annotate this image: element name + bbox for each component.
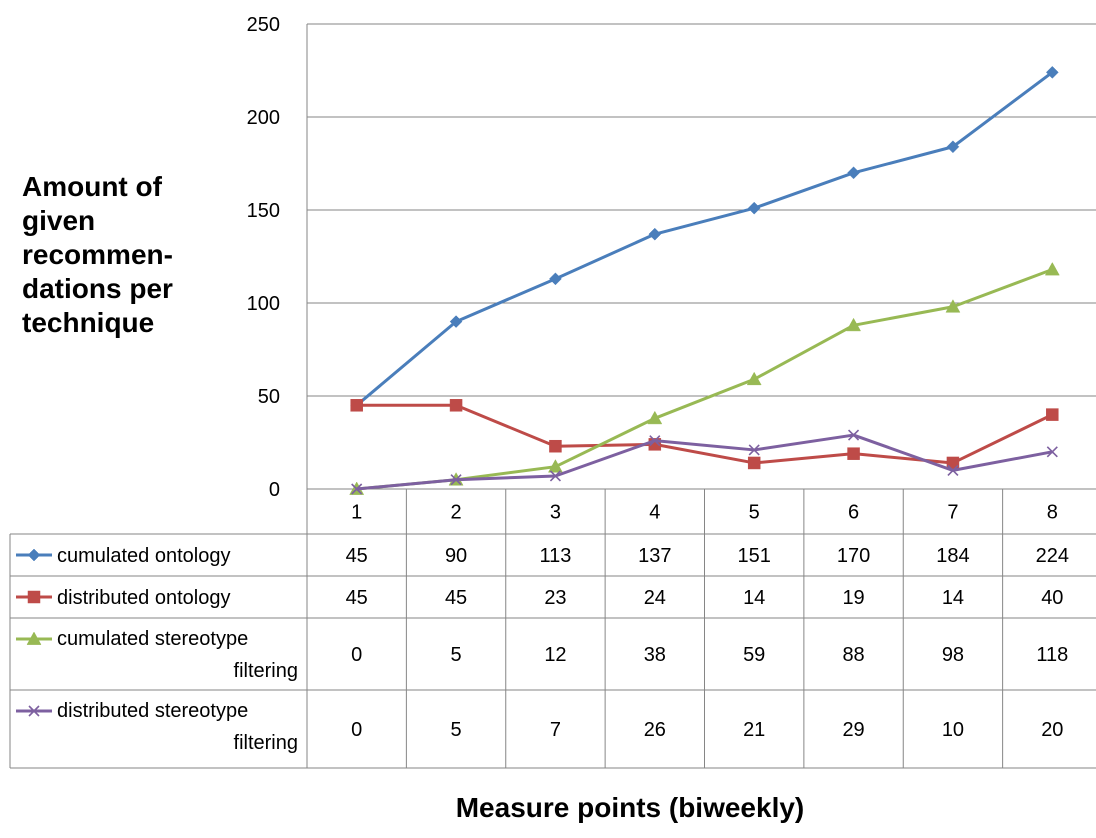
table-value: 90 — [445, 545, 467, 567]
x-tick-label: 5 — [749, 502, 760, 524]
x-tick-label: 6 — [848, 502, 859, 524]
table-value: 24 — [644, 587, 666, 609]
data-point — [847, 429, 860, 441]
data-point — [649, 435, 661, 447]
data-point — [549, 439, 562, 453]
data-point — [945, 299, 961, 313]
x-axis-label: Measure points (biweekly) — [455, 792, 805, 823]
data-point — [747, 456, 761, 470]
data-point — [549, 470, 562, 482]
table-value: 14 — [942, 587, 964, 609]
legend-label: filtering — [234, 660, 298, 682]
data-point — [548, 459, 563, 473]
data-point — [847, 447, 860, 460]
table-value: 0 — [351, 644, 362, 666]
table-value: 151 — [738, 545, 771, 567]
legend-key-marker — [27, 590, 41, 604]
data-point — [846, 317, 861, 332]
y-axis-label-line: Amount of — [22, 171, 162, 202]
table-value: 59 — [743, 644, 765, 666]
y-tick-label: 0 — [269, 479, 280, 501]
table-value: 45 — [445, 587, 467, 609]
legend-label: cumulated stereotype — [57, 628, 248, 650]
table-value: 21 — [743, 719, 765, 741]
table-value: 7 — [550, 719, 561, 741]
table-value: 5 — [451, 719, 462, 741]
data-point — [450, 474, 462, 486]
x-tick-label: 4 — [649, 502, 660, 524]
data-point — [747, 201, 761, 215]
y-tick-label: 250 — [247, 14, 280, 36]
legend-label: cumulated ontology — [57, 545, 230, 567]
x-tick-label: 2 — [451, 502, 462, 524]
data-point — [647, 410, 663, 425]
y-axis-label-line: recommen- — [22, 239, 173, 270]
y-axis-label: Amount of given recommen- dations per te… — [22, 170, 222, 340]
y-axis-label-line: dations per — [22, 273, 173, 304]
series-line — [356, 433, 1053, 491]
table-value: 118 — [1036, 644, 1068, 666]
y-axis-label-line: given — [22, 205, 96, 236]
legend-label: distributed stereotype — [57, 700, 248, 722]
table-value: 10 — [942, 719, 964, 741]
table-value: 224 — [1036, 545, 1069, 567]
data-point — [746, 371, 762, 386]
data-point — [1046, 408, 1059, 421]
legend-key-marker — [28, 705, 40, 717]
data-point — [1045, 66, 1059, 79]
data-point — [1044, 262, 1060, 276]
legend-key-marker — [27, 548, 41, 562]
series-line — [356, 403, 1053, 465]
table-value: 88 — [842, 644, 864, 666]
data-point — [1046, 446, 1058, 458]
y-tick-label: 50 — [258, 386, 280, 408]
table-value: 113 — [539, 545, 571, 567]
table-value: 45 — [346, 587, 368, 609]
table-value: 98 — [942, 644, 964, 666]
table-value: 29 — [842, 719, 864, 741]
x-tick-label: 8 — [1047, 502, 1058, 524]
data-point — [648, 227, 662, 241]
table-value: 170 — [837, 545, 870, 567]
table-value: 184 — [936, 545, 969, 567]
table-value: 137 — [638, 545, 671, 567]
y-tick-label: 150 — [247, 200, 280, 222]
table-value: 14 — [743, 587, 765, 609]
y-tick-label: 100 — [247, 293, 280, 315]
data-point — [449, 399, 463, 412]
legend-label: distributed ontology — [57, 587, 230, 609]
x-tick-label: 7 — [947, 502, 958, 524]
table-value: 40 — [1041, 587, 1063, 609]
table-value: 20 — [1041, 719, 1063, 741]
table-value: 23 — [544, 587, 566, 609]
table-value: 45 — [346, 545, 368, 567]
y-axis-label-line: technique — [22, 307, 155, 338]
data-point — [449, 315, 463, 328]
data-point — [847, 166, 860, 180]
data-point — [748, 444, 760, 456]
data-point — [350, 399, 363, 412]
table-value: 5 — [451, 644, 462, 666]
data-point — [351, 483, 363, 495]
table-value: 38 — [644, 644, 666, 666]
series-line — [356, 268, 1053, 491]
data-point — [946, 140, 960, 154]
x-tick-label: 3 — [550, 502, 561, 524]
legend-key-marker — [26, 631, 42, 645]
table-value: 19 — [842, 587, 864, 609]
series-line — [355, 71, 1054, 407]
legend-label: filtering — [234, 732, 298, 754]
y-tick-label: 200 — [247, 107, 280, 129]
data-point — [947, 464, 959, 476]
table-value: 26 — [644, 719, 666, 741]
table-value: 0 — [351, 719, 362, 741]
x-tick-label: 1 — [351, 502, 362, 524]
data-point — [549, 272, 562, 286]
table-value: 12 — [544, 644, 566, 666]
